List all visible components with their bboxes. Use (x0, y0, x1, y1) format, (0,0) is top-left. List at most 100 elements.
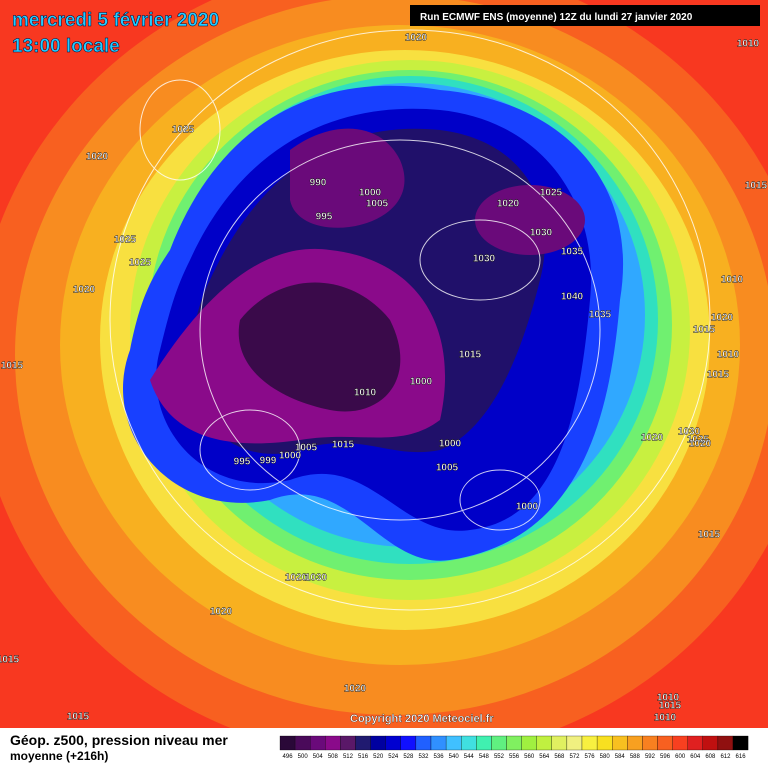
colorbar-swatch (566, 735, 583, 751)
isobar-label: 1025 (114, 235, 137, 246)
isobar-label: 1025 (129, 258, 152, 269)
isobar-labels: 1020101010251020990100010059951020102510… (0, 32, 768, 723)
colorbar-label: 572 (569, 754, 580, 760)
colorbar-label: 508 (328, 754, 339, 760)
colorbar-swatch (687, 735, 703, 751)
isobar-label: 1010 (737, 39, 760, 50)
colorbar-label: 496 (283, 754, 294, 760)
colorbar-label: 560 (524, 754, 535, 760)
isobar-label: 990 (310, 178, 327, 189)
isobar-label: 1005 (295, 443, 318, 454)
colorbar-label: 544 (464, 754, 475, 760)
isobar-label: 1030 (473, 254, 496, 265)
colorbar-swatch (385, 735, 401, 751)
colorbar-swatch (521, 735, 537, 751)
copyright: Copyright 2020 Meteociel.fr (350, 713, 494, 725)
isobar-label: 1020 (711, 313, 734, 324)
colorbar-swatch (445, 735, 462, 751)
isobar-label: 1005 (366, 199, 389, 210)
colorbar-label: 548 (479, 754, 490, 760)
product: Géop. z500, pression niveau mer (10, 732, 228, 748)
colorbar-swatch (702, 735, 719, 751)
isobar-label: 1015 (332, 440, 355, 451)
colorbar-swatch (491, 735, 507, 751)
colorbar-swatch (279, 735, 296, 751)
colorbar-label: 536 (434, 754, 445, 760)
colorbar-swatch (642, 735, 658, 751)
isobar-label: 1015 (693, 325, 716, 336)
colorbar-swatch (627, 735, 643, 751)
colorbar-label: 616 (736, 754, 747, 760)
isobar-label: 999 (260, 456, 277, 467)
isobar-label: 1030 (530, 228, 553, 239)
isobar-label: 995 (234, 457, 251, 468)
isobar-label: 1035 (589, 310, 612, 321)
colorbar-label: 580 (600, 754, 611, 760)
isobar-label: 1035 (561, 247, 584, 258)
colorbar-label: 576 (585, 754, 596, 760)
isobar-label: 1015 (0, 655, 20, 666)
colorbar-label: 612 (720, 754, 731, 760)
colorbar-label: 532 (418, 754, 429, 760)
colorbar-label: 596 (660, 754, 671, 760)
colorbar-label: 500 (298, 754, 309, 760)
isobar-label: 1020 (405, 33, 428, 44)
colorbar-swatch (551, 735, 568, 751)
colorbar-swatch (370, 735, 386, 751)
isobar-label: 1010 (717, 350, 740, 361)
colorbar-label: 568 (554, 754, 565, 760)
colorbar-label: 556 (509, 754, 520, 760)
isobar-label: 1020 (285, 573, 308, 584)
isobar-label: 1020 (86, 152, 109, 163)
colorbar-swatch (581, 735, 598, 751)
colorbar-swatch (476, 735, 492, 751)
isobar-label: 1005 (436, 463, 459, 474)
colorbar-swatch (596, 735, 613, 751)
colorbar-label: 588 (630, 754, 641, 760)
isobar-label: 1020 (641, 433, 664, 444)
isobar-label: 1010 (657, 693, 680, 704)
colorbar-label: 584 (615, 754, 626, 760)
isobar-label: 1010 (354, 388, 377, 399)
colorbar-label: 528 (403, 754, 414, 760)
isobar-label: 1015 (698, 530, 721, 541)
isobar-label: 1020 (689, 439, 712, 450)
colorbar-label: 604 (690, 754, 701, 760)
isobar-label: 1020 (73, 285, 96, 296)
colorbar-label: 524 (388, 754, 399, 760)
colorbar-swatch (672, 735, 688, 751)
colorbar-swatch (294, 735, 311, 751)
colorbar-swatch (536, 735, 552, 751)
colorbar-swatch (355, 735, 371, 751)
colorbar-swatch (612, 735, 628, 751)
isobar-label: 1015 (707, 370, 730, 381)
colorbar-swatch (415, 735, 432, 751)
isobar-label: 1015 (659, 701, 682, 712)
colorbar-swatch (430, 735, 447, 751)
isobar-label: 1020 (497, 199, 520, 210)
isobar-label: 1025 (540, 188, 563, 199)
isobar-label: 1000 (359, 188, 382, 199)
colorbar-swatch (732, 735, 749, 751)
colorbar-swatch (400, 735, 417, 751)
run-box (410, 5, 760, 26)
isobar-label: 1030 (678, 427, 701, 438)
isobar-label: 1000 (516, 502, 539, 513)
isobar-label: 1015 (745, 181, 768, 192)
colorbar-label: 504 (313, 754, 324, 760)
isobar-label: 1020 (210, 607, 233, 618)
colorbar-swatch (325, 735, 341, 751)
colorbar-label: 512 (343, 754, 354, 760)
isobar-label: 1025 (172, 125, 195, 136)
isobar-label: 1025 (687, 435, 710, 446)
isobar-label: 1010 (721, 275, 744, 286)
isobar-label: 1020 (344, 684, 367, 695)
subtitle: 13:00 locale (12, 36, 120, 57)
colorbar-swatch (717, 735, 734, 751)
colorbar-label: 564 (539, 754, 550, 760)
colorbar-swatch (461, 735, 477, 751)
isobars (109, 29, 711, 611)
colorbar-label: 552 (494, 754, 505, 760)
